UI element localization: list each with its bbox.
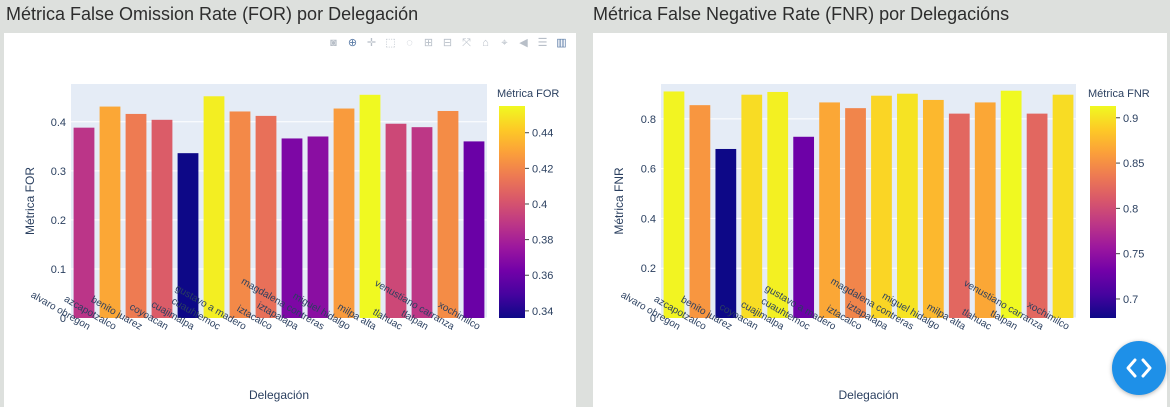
y-tick-label: 0 [60,313,66,325]
bar [689,105,711,318]
y-axis-title: Métrica FNR [612,167,626,235]
zoom-icon[interactable]: ⊕ [347,37,358,49]
colorbar-tick-label: 0.38 [532,235,553,247]
chart-panel-for: ◙ ⊕ ✛ ⬚ ◌ ⊞ ⊟ ⤧ ⌂ ⌖ ◀ ☰ ▥ 0 0.1 0.2 0.3 0.4 alvaro obrego… [4,33,576,407]
colorbar-tick-label: 0.34 [532,306,553,318]
bar [922,99,944,318]
colorbar-tick-label: 0.42 [532,163,553,175]
bar [741,94,763,318]
chart-modebar: ◙ ⊕ ✛ ⬚ ◌ ⊞ ⊟ ⤧ ⌂ ⌖ ◀ ☰ ▥ [327,37,568,50]
colorbar-tick-label: 0.44 [532,128,553,140]
y-tick-label: 0 [650,313,656,325]
x-axis-title: Delegación [249,388,309,402]
bar [437,110,459,318]
bar [1052,94,1074,318]
y-tick-label: 0.6 [641,164,656,176]
bar [177,153,199,318]
colorbar-tick-label: 0.7 [1123,294,1138,306]
bar [333,108,355,318]
colorbar-tick-label: 0.9 [1123,113,1138,125]
bar [125,113,147,318]
autoscale-icon[interactable]: ⤧ [462,37,471,49]
spike-lines-icon[interactable]: ⌖ [501,37,508,49]
colorbar-tick-label: 0.75 [1123,249,1144,261]
bar [793,136,815,318]
bar [411,127,433,318]
colorbar-title: Métrica FNR [1088,88,1150,100]
bar [974,102,996,318]
code-toggle-button[interactable] [1112,341,1166,395]
chart-heading-for: Métrica False Omission Rate (FOR) por De… [6,4,419,24]
bar [948,113,970,318]
reset-axes-icon[interactable]: ⌂ [482,37,489,49]
zoom-in-icon[interactable]: ⊞ [423,37,434,49]
y-tick-label: 0.1 [51,264,66,276]
y-tick-label: 0.4 [641,213,656,225]
hover-compare-icon[interactable]: ☰ [537,37,548,49]
colorbar-tick-label: 0.4 [532,199,547,211]
bar [871,95,892,318]
bar [73,127,95,319]
bar [1000,90,1022,318]
x-axis-title: Delegación [838,388,898,402]
bar [715,148,737,318]
y-tick-label: 0.2 [51,215,66,227]
bar [99,106,121,318]
chart-panel-fnr: 0 0.2 0.4 0.6 0.8 alvaro obregon azcapotzalco b… [593,33,1167,407]
colorbar [499,106,525,318]
y-tick-label: 0.3 [51,166,66,178]
bar [229,111,251,318]
pan-icon[interactable]: ✛ [366,37,377,49]
bar [767,91,789,318]
code-brackets-icon [1126,358,1152,378]
y-axis-title: Métrica FOR [23,167,37,235]
bar [845,108,866,318]
bar [463,141,485,318]
zoom-out-icon[interactable]: ⊟ [442,37,453,49]
box-select-icon[interactable]: ⬚ [385,37,396,49]
hover-closest-icon[interactable]: ◀ [519,37,528,49]
colorbar-tick-label: 0.85 [1123,158,1144,170]
plotly-logo-icon[interactable]: ▥ [556,37,567,49]
colorbar-title: Métrica FOR [497,88,559,100]
bar [385,123,407,319]
camera-icon[interactable]: ◙ [330,37,337,49]
bar [897,93,918,318]
chart-heading-fnr: Métrica False Negative Rate (FNR) por De… [593,4,1010,24]
y-tick-label: 0.2 [641,263,656,275]
bar [307,136,329,318]
bar [203,96,225,318]
y-tick-label: 0.8 [641,114,656,126]
colorbar [1090,106,1116,318]
colorbar-tick-label: 0.8 [1123,203,1138,215]
bar [819,102,840,318]
bar [281,138,303,318]
bar [151,119,173,319]
bar [663,91,685,319]
lasso-icon[interactable]: ◌ [406,37,413,49]
bar [359,94,381,318]
bar [255,115,277,318]
bar [1026,113,1048,318]
colorbar-tick-label: 0.36 [532,270,553,282]
y-tick-label: 0.4 [51,117,66,129]
